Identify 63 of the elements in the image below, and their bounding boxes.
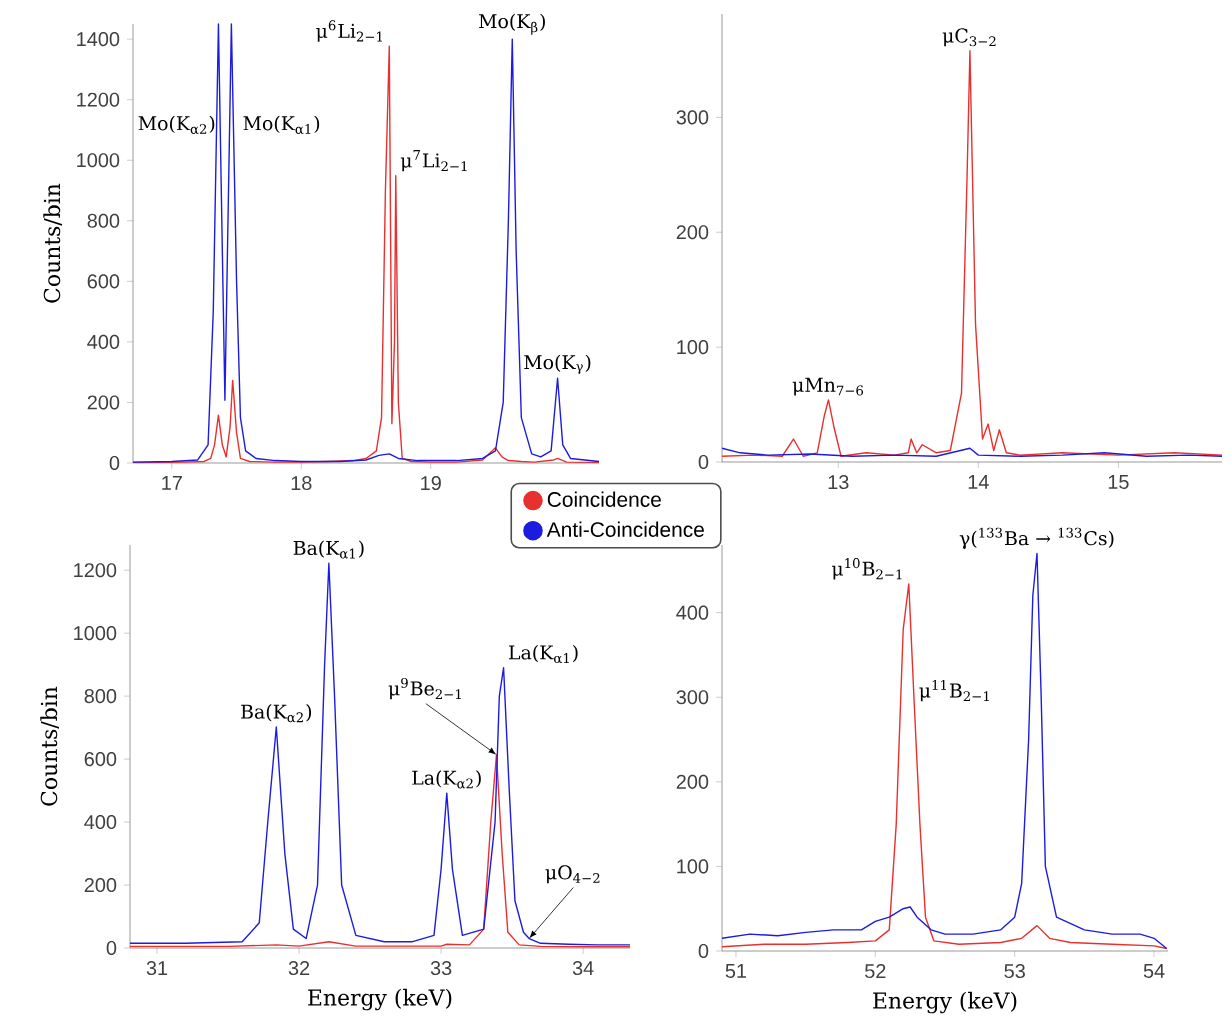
- y-tick-label: 300: [676, 690, 709, 705]
- annotation: Mo(K$_{α2}$): [138, 115, 215, 134]
- y-tick-label: 200: [84, 877, 117, 893]
- y-tick-label: 1200: [77, 92, 120, 107]
- annotation: μ$^{11}$B$_{2−1}$: [919, 679, 989, 702]
- x-tick-label: 33: [430, 961, 452, 976]
- annotation: Mo(K$_{α1}$): [243, 115, 320, 134]
- y-tick-label: 400: [676, 605, 709, 620]
- x-axis-title: Energy (keV): [873, 991, 1017, 1014]
- annotation: La(K$_{α1}$): [509, 644, 578, 664]
- y-tick-label: 0: [698, 943, 709, 959]
- annotation: γ($^{133}$Ba → $^{133}$Cs): [959, 527, 1114, 550]
- x-tick-label: 19: [421, 476, 441, 491]
- y-axis-title: Counts/bin: [43, 183, 62, 303]
- y-tick-label: 200: [87, 395, 120, 410]
- x-tick-label: 34: [572, 961, 594, 976]
- y-axis-title: Counts/bin: [40, 686, 59, 806]
- annotation: μC$_{3−2}$: [942, 28, 996, 47]
- annotation: μ$^{9}$Be$_{2−1}$: [388, 677, 461, 700]
- annotation: Ba(K$_{α2}$): [241, 704, 312, 723]
- annotation: μO$_{4−2}$: [545, 865, 600, 884]
- y-tick-label: 1000: [74, 626, 117, 641]
- legend-label: Anti-Coincidence: [546, 521, 704, 537]
- annotation: La(K$_{α2}$): [412, 770, 481, 789]
- y-tick-label: 400: [84, 815, 117, 830]
- x-tick-label: 54: [1143, 964, 1165, 978]
- annotation: Mo(K$_{β}$): [479, 13, 545, 35]
- y-tick-label: 0: [698, 454, 709, 470]
- y-tick-label: 100: [677, 340, 709, 355]
- legend-label: Coincidence: [547, 491, 661, 507]
- line-series: [721, 447, 1223, 457]
- annotation: μ$^{6}$Li$_{2−1}$: [316, 20, 383, 42]
- x-axis-title: Energy (keV): [308, 988, 452, 1011]
- y-tick-label: 600: [84, 752, 117, 767]
- x-tick-label: 53: [1004, 964, 1025, 979]
- y-tick-label: 200: [676, 774, 709, 789]
- y-tick-label: 0: [109, 455, 120, 471]
- annotation: μ$^{7}$Li$_{2−1}$: [400, 150, 467, 172]
- y-tick-label: 800: [84, 689, 117, 704]
- annotation: μMn$_{7−6}$: [792, 377, 864, 396]
- x-tick-label: 52: [865, 964, 886, 979]
- line-series: [721, 50, 1223, 457]
- annotation: Mo(K$_{γ}$): [524, 354, 591, 374]
- y-tick-label: 0: [106, 940, 117, 956]
- annotation: μ$^{10}$B$_{2−1}$: [832, 558, 902, 580]
- y-tick-label: 600: [87, 274, 120, 289]
- y-tick-label: 1200: [74, 563, 117, 578]
- y-tick-label: 800: [87, 213, 120, 228]
- x-tick-label: 17: [162, 476, 182, 490]
- y-tick-label: 100: [677, 859, 709, 874]
- annotation: Ba(K$_{α1}$): [293, 540, 364, 559]
- y-tick-label: 200: [676, 225, 709, 240]
- x-tick-label: 13: [828, 475, 849, 490]
- x-tick-label: 32: [288, 961, 310, 976]
- y-tick-label: 300: [676, 110, 709, 125]
- y-tick-label: 1000: [77, 153, 120, 168]
- x-tick-label: 31: [146, 961, 168, 976]
- y-tick-label: 1400: [77, 32, 120, 47]
- x-tick-label: 14: [968, 475, 989, 489]
- y-tick-label: 400: [87, 334, 120, 349]
- x-tick-label: 51: [725, 964, 747, 978]
- x-tick-label: 18: [291, 476, 312, 491]
- x-tick-label: 15: [1108, 475, 1129, 489]
